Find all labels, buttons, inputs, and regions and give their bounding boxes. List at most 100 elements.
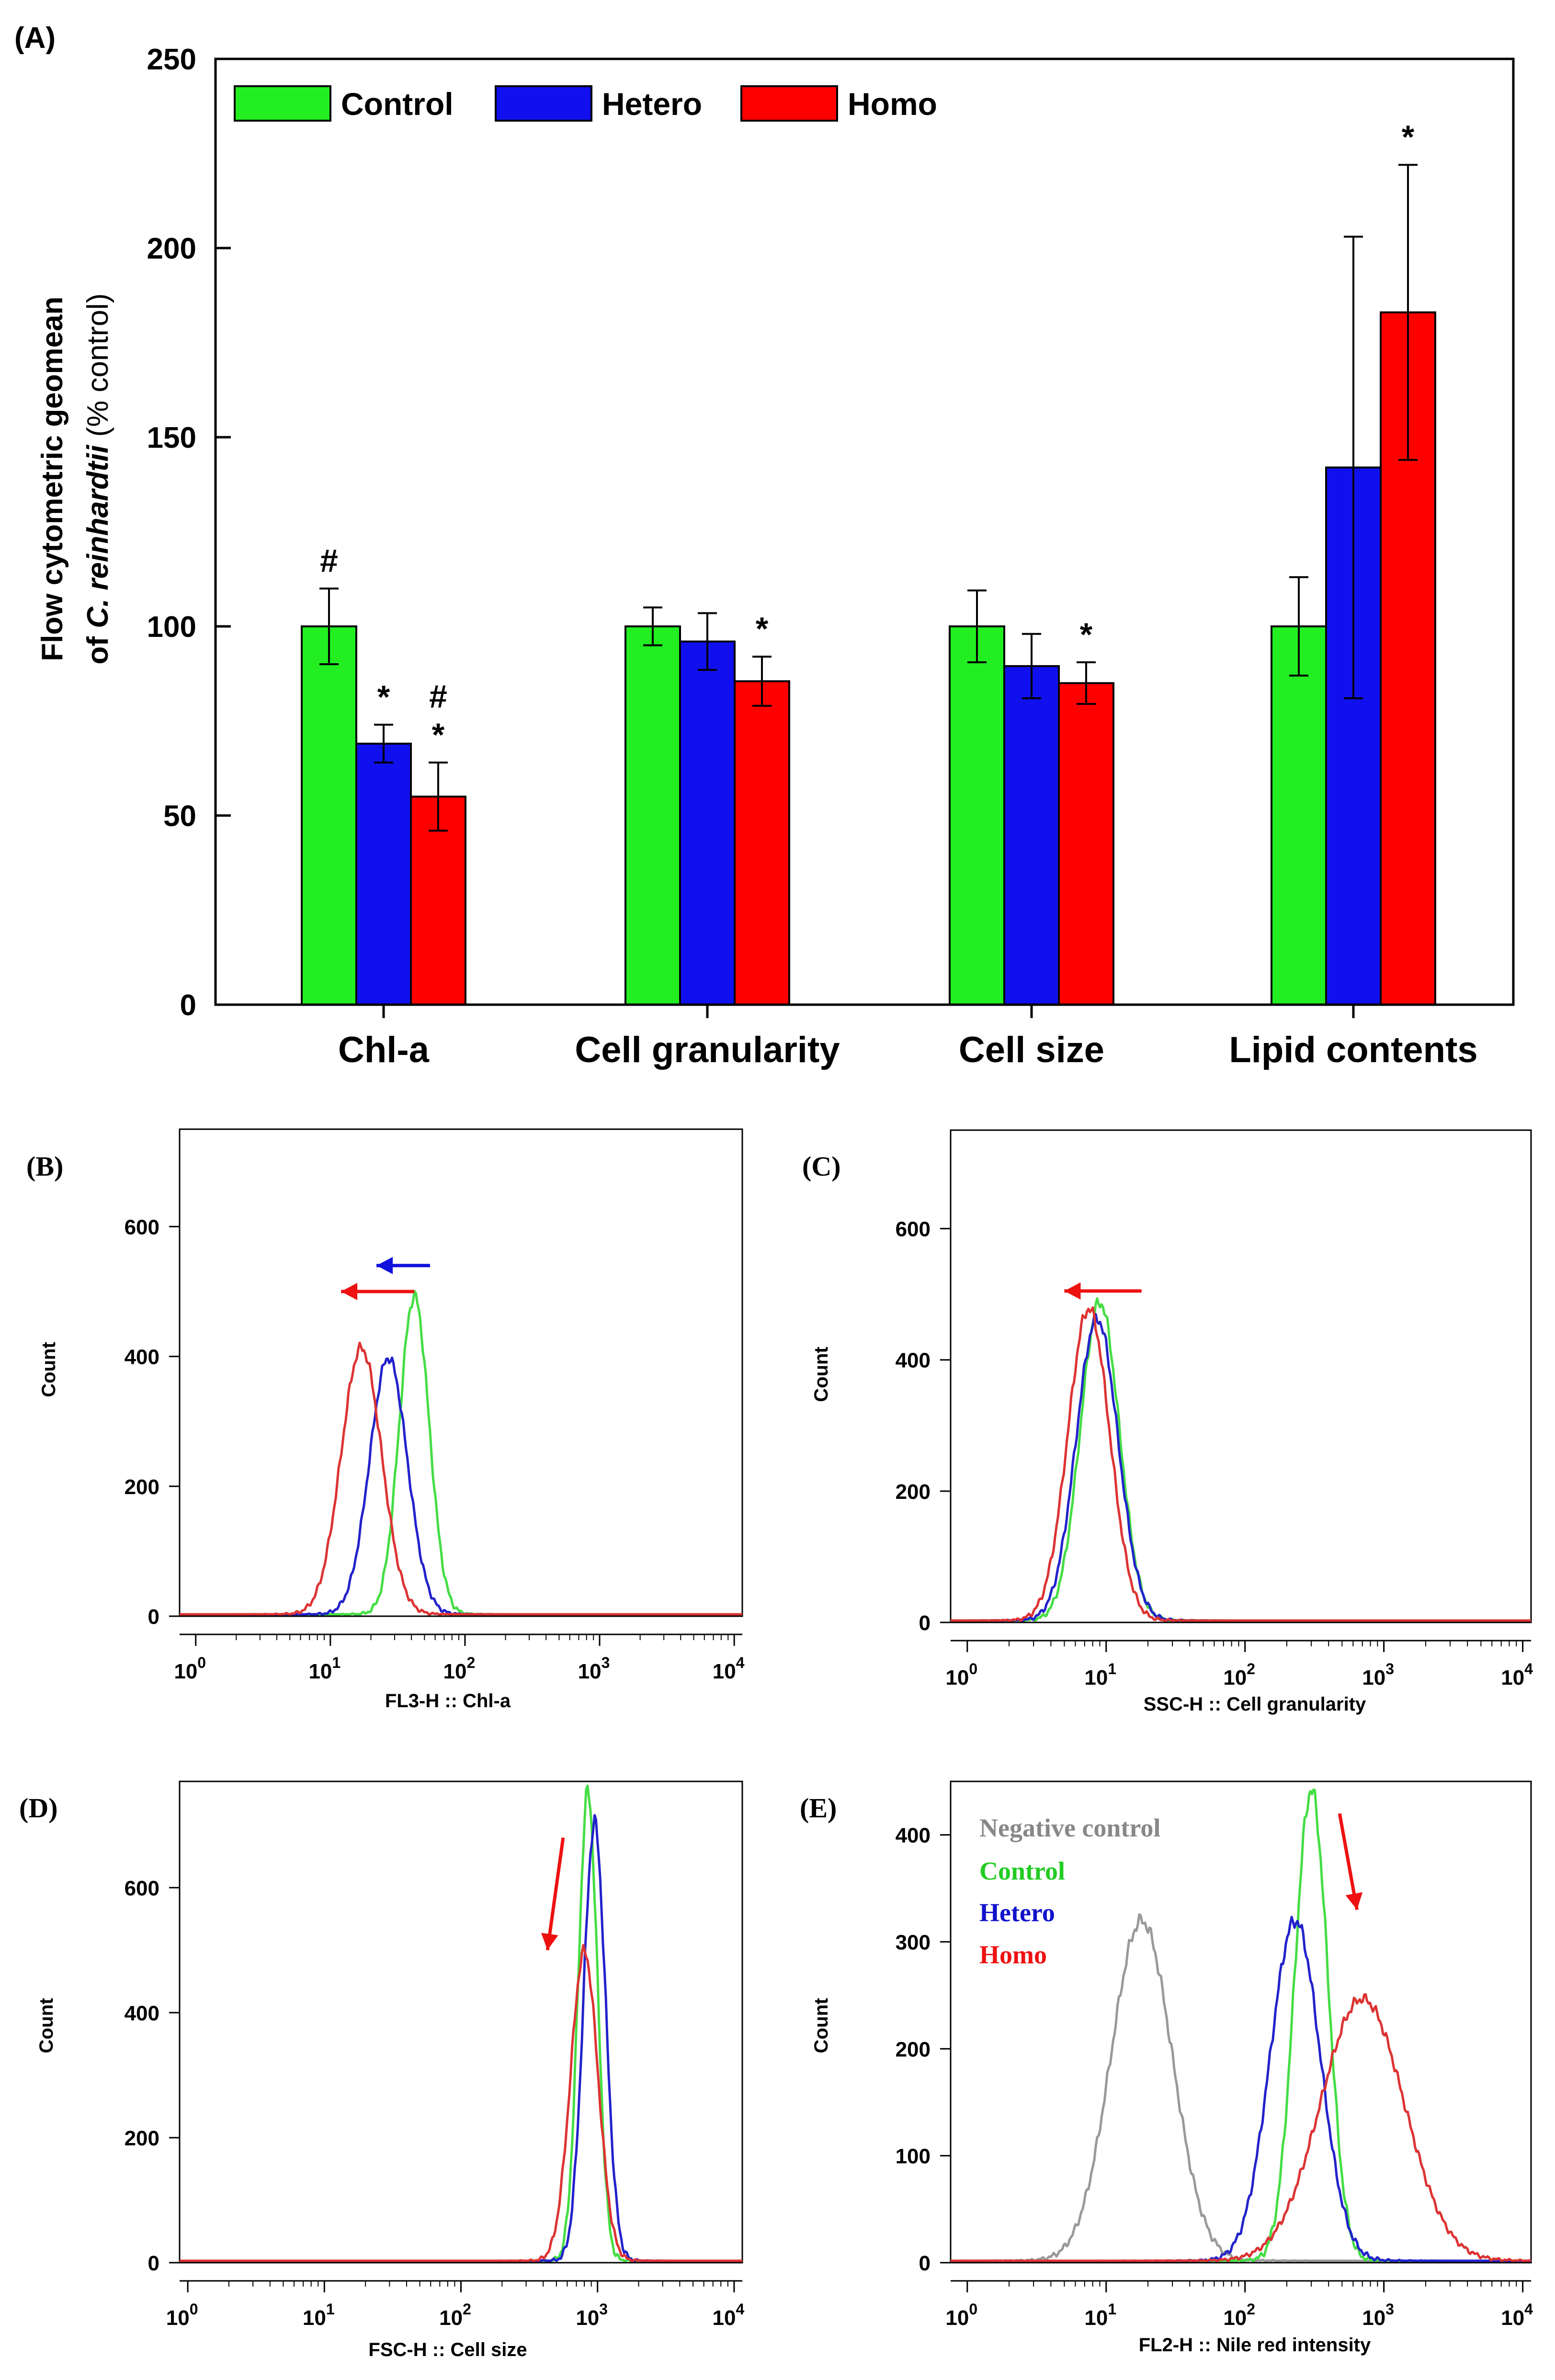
- y-tick-label: 0: [919, 2252, 931, 2275]
- histogram-trace: [180, 1784, 742, 2262]
- y-tick-label: 400: [125, 2002, 159, 2025]
- panel-a-plot-frame: [214, 57, 1515, 1006]
- x-tick-label: 104: [713, 1654, 745, 1683]
- legend-swatch-homo: [740, 85, 838, 122]
- x-tick-label: 100: [166, 2301, 198, 2330]
- histogram-trace: [951, 1993, 1532, 2262]
- bar: [1271, 625, 1327, 1006]
- x-tick-label: 100: [174, 1654, 206, 1683]
- panel-a-label: (A): [14, 22, 56, 55]
- x-tick-label: 101: [1084, 2301, 1116, 2330]
- shift-arrow-line: [545, 1837, 565, 1950]
- bar: [679, 640, 736, 1006]
- y-axis-label-prefix: of: [81, 628, 114, 665]
- panel-c-label: (C): [802, 1151, 841, 1182]
- panel-a-x-categories: Chl-a Cell granularity Cell size Lipid cont…: [338, 1005, 1478, 1070]
- legend-label-hetero: Hetero: [602, 86, 702, 122]
- svg-text:Flow cytometric geomean: Flow cytometric geomean: [36, 296, 69, 661]
- x-tick-label: 104: [713, 2301, 745, 2330]
- y-tick-label: 600: [125, 1215, 159, 1239]
- y-tick-label: 600: [125, 1877, 159, 1900]
- legend-swatch-hetero: [495, 85, 592, 122]
- shift-arrow-head: [541, 1933, 558, 1950]
- x-tick-label: 101: [1084, 1660, 1116, 1689]
- x-tick-label: 103: [576, 2301, 608, 2330]
- y-axis-label-species: C. reinhardtii: [81, 444, 114, 628]
- bar: [1058, 682, 1114, 1006]
- y-tick-label: 0: [919, 1611, 931, 1635]
- x-tick-label: 101: [303, 2301, 335, 2330]
- histogram-trace: [180, 1290, 742, 1616]
- x-category-label: Cell granularity: [575, 1030, 840, 1070]
- legend-homo: Homo: [979, 1940, 1047, 1969]
- x-category-label: Chl-a: [338, 1030, 430, 1070]
- panel-c: (C) Count SSC-H :: Cell granularity 0 200…: [802, 1129, 1533, 1715]
- bar: [301, 625, 357, 1006]
- y-tick-label: 250: [147, 43, 196, 76]
- shift-arrow-head: [1064, 1282, 1081, 1300]
- panel-d-label: (D): [19, 1792, 58, 1824]
- histogram-trace: [180, 1944, 742, 2262]
- x-tick-label: 104: [1501, 2301, 1533, 2330]
- panel-e-y-axis-label: Count: [811, 1998, 832, 2053]
- x-tick-label: 103: [578, 1654, 610, 1683]
- bar: [624, 625, 681, 1006]
- y-tick-label: 400: [896, 1824, 931, 1847]
- y-tick-label: 600: [896, 1218, 931, 1241]
- legend-label-homo: Homo: [848, 86, 937, 122]
- y-axis-label-suffix: (% control): [81, 293, 114, 445]
- bar: [734, 680, 790, 1006]
- x-tick-label: 102: [443, 1654, 476, 1683]
- panel-c-x-axis-label: SSC-H :: Cell granularity: [1144, 1694, 1366, 1715]
- legend-hetero: Hetero: [979, 1898, 1055, 1927]
- x-tick-label: 102: [439, 2301, 471, 2330]
- plot-frame: [179, 1128, 743, 1617]
- x-category-label: Lipid contents: [1229, 1030, 1477, 1070]
- y-tick-label: 400: [125, 1346, 159, 1369]
- bar: [355, 742, 412, 1006]
- panel-e-label: (E): [800, 1792, 837, 1824]
- histogram-trace: [180, 1814, 742, 2262]
- significance-mark: *: [432, 716, 445, 753]
- y-tick-label: 200: [896, 2038, 931, 2061]
- significance-mark: *: [1402, 119, 1415, 155]
- y-tick-label: 400: [896, 1349, 931, 1372]
- x-category-label: Cell size: [959, 1030, 1104, 1070]
- x-tick-label: 100: [945, 2301, 977, 2330]
- plot-frame: [950, 1780, 1532, 2264]
- shift-arrow-head: [1345, 1892, 1363, 1910]
- histogram-trace: [180, 1356, 742, 1616]
- y-axis-label-line1: Flow cytometric geomean: [36, 296, 69, 661]
- x-tick-label: 103: [1362, 2301, 1394, 2330]
- panel-a-y-axis-label: Flow cytometric geomean of C. reinhardti…: [36, 293, 114, 664]
- significance-mark: #: [320, 543, 338, 579]
- plot-frame: [950, 1129, 1532, 1623]
- panel-c-y-axis-label: Count: [811, 1347, 832, 1402]
- y-tick-label: 0: [148, 2252, 159, 2275]
- shift-arrow-head: [376, 1257, 393, 1274]
- panel-a-legend: Control Hetero Homo: [234, 85, 937, 122]
- y-tick-label: 100: [147, 611, 196, 644]
- x-tick-label: 102: [1223, 1660, 1255, 1689]
- bar: [949, 625, 1005, 1006]
- histogram-trace: [951, 1297, 1531, 1622]
- y-tick-label: 100: [896, 2145, 931, 2168]
- y-tick-label: 0: [148, 1605, 159, 1629]
- y-tick-label: 200: [147, 232, 196, 265]
- panel-a-y-ticks: 0 50 100 150 200 250: [147, 43, 231, 1022]
- y-tick-label: 0: [180, 989, 196, 1022]
- panel-b-x-axis-label: FL3-H :: Chl-a: [385, 1690, 511, 1711]
- y-tick-label: 200: [125, 2127, 159, 2150]
- significance-mark: *: [756, 611, 769, 647]
- x-tick-label: 103: [1362, 1660, 1394, 1689]
- panel-e-legend: Negative control Control Hetero Homo: [979, 1813, 1160, 1969]
- x-tick-label: 102: [1223, 2301, 1255, 2330]
- significance-mark: #: [429, 678, 447, 714]
- x-tick-label: 100: [945, 1660, 977, 1689]
- histogram-trace: [951, 1306, 1531, 1622]
- legend-swatch-control: [234, 85, 331, 122]
- panel-e: (E) Count FL2-H :: Nile red intensity Ne…: [800, 1780, 1533, 2356]
- x-tick-label: 104: [1501, 1660, 1533, 1689]
- y-tick-label: 50: [163, 800, 196, 833]
- histogram-trace: [951, 1313, 1531, 1622]
